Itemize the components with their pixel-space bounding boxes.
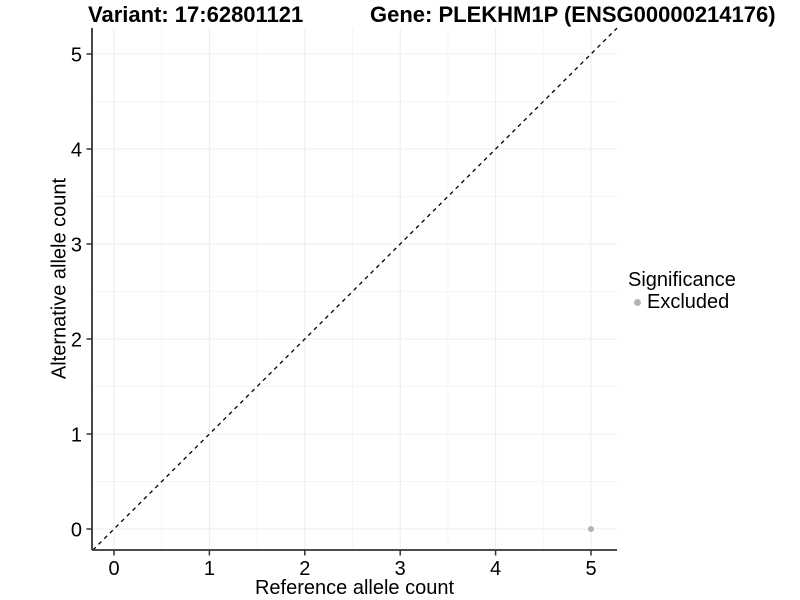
svg-text:1: 1 xyxy=(204,558,215,580)
svg-text:1: 1 xyxy=(71,425,82,447)
svg-text:0: 0 xyxy=(71,520,82,542)
variant-title: Variant: 17:62801121 xyxy=(88,2,304,27)
y-axis-title: Alternative allele count xyxy=(48,177,71,380)
legend-title: Significance xyxy=(628,269,736,291)
legend-point-icon xyxy=(634,299,641,306)
x-axis-title: Reference allele count xyxy=(254,577,454,599)
svg-text:2: 2 xyxy=(71,330,82,352)
svg-text:4: 4 xyxy=(71,140,82,162)
svg-text:4: 4 xyxy=(490,558,501,580)
svg-text:5: 5 xyxy=(585,558,596,580)
svg-text:5: 5 xyxy=(71,45,82,67)
data-point xyxy=(588,526,594,532)
gene-title: Gene: PLEKHM1P (ENSG00000214176) xyxy=(370,2,776,27)
gridlines-minor xyxy=(92,28,617,550)
svg-text:2: 2 xyxy=(299,558,310,580)
svg-text:3: 3 xyxy=(71,235,82,257)
y-tick-labels: 0 1 2 3 4 5 xyxy=(71,45,92,542)
svg-text:0: 0 xyxy=(108,558,119,580)
legend-item-label: Excluded xyxy=(647,291,730,313)
data-points xyxy=(588,526,594,532)
legend: Significance Excluded xyxy=(628,269,736,313)
svg-text:3: 3 xyxy=(395,558,406,580)
identity-line xyxy=(92,27,618,551)
legend-item-excluded: Excluded xyxy=(628,291,736,313)
gridlines-major xyxy=(92,28,617,550)
x-tick-labels: 0 1 2 3 4 5 xyxy=(108,550,597,580)
